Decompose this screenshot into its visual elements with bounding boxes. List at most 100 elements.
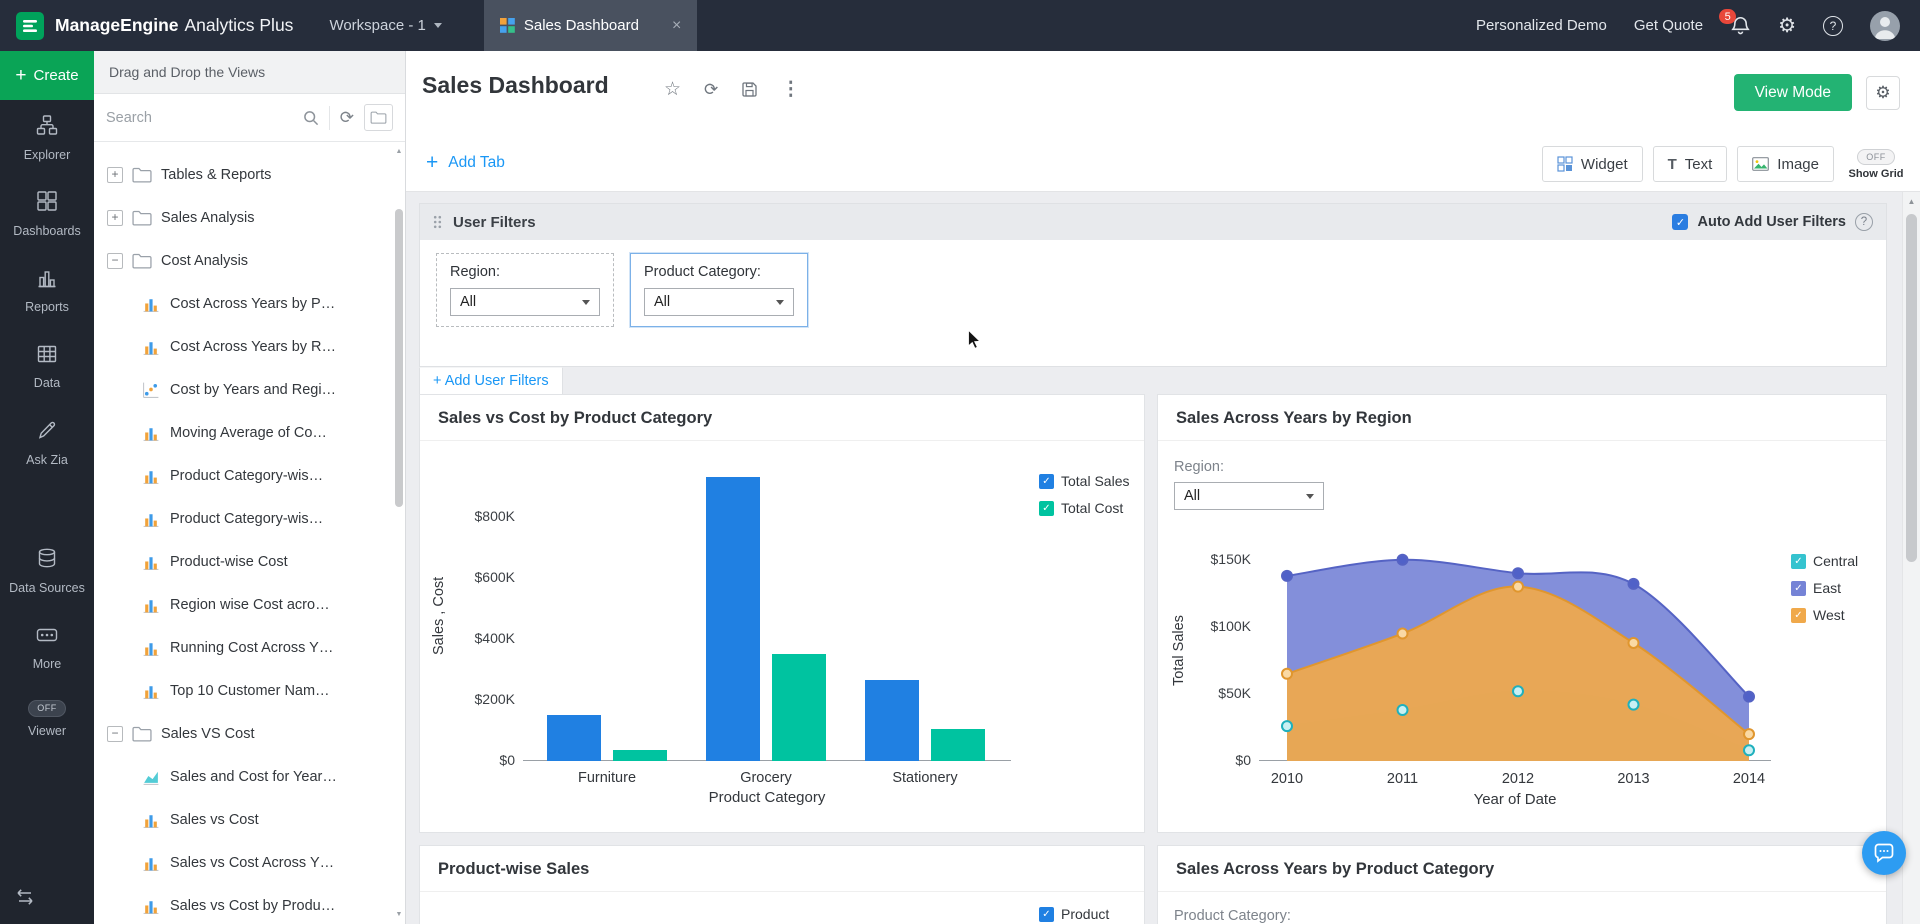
tree-report-sales-and-cost-for-year[interactable]: Sales and Cost for Year… [94,755,393,798]
bar-furniture-total-sales[interactable] [547,715,601,761]
text-button[interactable]: T Text [1652,146,1728,182]
user-filters-header[interactable]: User Filters ✓ Auto Add User Filters ? [419,203,1887,240]
marker-east-2013[interactable] [1627,577,1640,590]
main-scrollbar-thumb[interactable] [1906,214,1917,562]
tree-report-cost-by-years-and-regi[interactable]: Cost by Years and Regi… [94,368,393,411]
main-scrollbar[interactable]: ▲ [1902,192,1920,924]
marker-east-2011[interactable] [1396,553,1409,566]
bar-stationery-total-cost[interactable] [931,728,985,761]
tree-report-running-cost-across-y[interactable]: Running Cost Across Y… [94,626,393,669]
product-category-filter-select[interactable]: All [644,288,794,316]
area-series-west[interactable] [1287,586,1749,761]
tree-report-product-category-wis[interactable]: Product Category-wis… [94,497,393,540]
marker-central-2013[interactable] [1627,698,1640,711]
legend-checkbox[interactable]: ✓ [1039,473,1054,489]
tree-report-cost-across-years-by-p[interactable]: Cost Across Years by P… [94,282,393,325]
tree-report-product-wise-cost[interactable]: Product-wise Cost [94,540,393,583]
personalized-demo-link[interactable]: Personalized Demo [1475,17,1607,34]
marker-central-2010[interactable] [1281,720,1293,733]
tab-sales-dashboard[interactable]: Sales Dashboard × [483,0,698,51]
tree-report-sales-vs-cost[interactable]: Sales vs Cost [94,798,393,841]
expand-icon[interactable]: + [107,209,123,226]
tree-report-moving-average-of-co[interactable]: Moving Average of Co… [94,411,393,454]
tree-folder-cost-analysis[interactable]: − Cost Analysis [94,239,393,282]
legend-checkbox[interactable]: ✓ [1791,553,1806,569]
rail-item-viewer[interactable]: OFF Viewer [0,686,94,753]
refresh-views-icon[interactable]: ⟳ [339,107,354,127]
rail-item-explorer[interactable]: Explorer [0,100,94,176]
show-grid-toggle[interactable]: OFF Show Grid [1848,147,1904,180]
scroll-up-icon[interactable]: ▲ [1907,197,1916,206]
scroll-down-icon[interactable]: ▼ [395,911,403,918]
settings-gear-icon[interactable]: ⚙ [1778,15,1796,37]
region-chart-filter-select[interactable]: All [1174,482,1324,510]
rail-item-reports[interactable]: Reports [0,253,94,329]
add-user-filters-link[interactable]: + Add User Filters [419,367,563,396]
favorite-star-icon[interactable]: ☆ [664,79,682,100]
marker-west-2011[interactable] [1396,627,1409,640]
rail-item-more[interactable]: More [0,610,94,686]
marker-east-2014[interactable] [1743,690,1755,703]
user-filters-help-icon[interactable]: ? [1855,213,1873,231]
marker-east-2012[interactable] [1512,567,1524,580]
filter-region[interactable]: Region: All [436,253,614,327]
bar-grocery-total-cost[interactable] [772,654,826,761]
refresh-dashboard-icon[interactable]: ⟳ [704,79,719,99]
tree-report-sales-vs-cost-by-produ[interactable]: Sales vs Cost by Produ… [94,884,393,924]
tree-folder-tables-reports[interactable]: + Tables & Reports [94,153,393,196]
tree-report-sales-vs-cost-across-y[interactable]: Sales vs Cost Across Y… [94,841,393,884]
legend-item-total-sales[interactable]: ✓ Total Sales [1039,473,1129,489]
dashboard-settings-button[interactable]: ⚙ [1866,76,1900,110]
tree-report-top-10-customer-nam[interactable]: Top 10 Customer Nam… [94,669,393,712]
marker-central-2014[interactable] [1743,744,1755,757]
manageengine-logo[interactable] [16,11,44,40]
close-tab-icon[interactable]: × [671,16,682,34]
workspace-selector[interactable]: Workspace - 1 [329,17,442,34]
create-button[interactable]: + Create [0,51,94,100]
marker-central-2011[interactable] [1396,704,1409,717]
notifications-button[interactable]: 5 [1719,9,1751,36]
legend-checkbox[interactable]: ✓ [1039,906,1054,922]
scroll-up-icon[interactable]: ▲ [395,148,403,155]
bar-furniture-total-cost[interactable] [613,750,667,761]
legend-item-east[interactable]: ✓ East [1791,580,1858,596]
folder-view-button[interactable] [364,104,393,131]
sidebar-scrollbar-thumb[interactable] [395,209,403,507]
tree-report-region-wise-cost-acro[interactable]: Region wise Cost acro… [94,583,393,626]
legend-checkbox[interactable]: ✓ [1039,500,1054,516]
avatar[interactable] [1870,10,1900,41]
image-button[interactable]: Image [1737,146,1834,182]
collapse-icon[interactable]: − [107,725,123,742]
marker-west-2010[interactable] [1281,667,1293,680]
legend-item-total-cost[interactable]: ✓ Total Cost [1039,500,1129,516]
rail-item-ask-zia[interactable]: Ask Zia [0,405,94,481]
search-input[interactable] [106,109,293,126]
tree-folder-sales-vs-cost[interactable]: − Sales VS Cost [94,712,393,755]
marker-central-2012[interactable] [1512,685,1524,698]
viewer-toggle[interactable]: OFF [28,699,66,717]
support-chat-button[interactable] [1862,831,1906,875]
help-icon[interactable]: ? [1823,15,1843,36]
search-icon[interactable] [303,110,319,126]
get-quote-link[interactable]: Get Quote [1633,17,1704,34]
add-tab-button[interactable]: + Add Tab [426,152,505,173]
collapse-icon[interactable]: − [107,252,123,269]
legend-item-central[interactable]: ✓ Central [1791,553,1858,569]
tree-report-cost-across-years-by-r[interactable]: Cost Across Years by R… [94,325,393,368]
tree-report-product-category-wis[interactable]: Product Category-wis… [94,454,393,497]
bar-stationery-total-sales[interactable] [865,680,919,761]
legend-checkbox[interactable]: ✓ [1791,607,1806,623]
rail-item-data-sources[interactable]: Data Sources [0,533,94,609]
view-mode-button[interactable]: View Mode [1733,74,1852,111]
more-options-icon[interactable]: ⋮ [781,79,801,100]
show-grid-state[interactable]: OFF [1857,149,1895,165]
marker-east-2010[interactable] [1281,569,1293,582]
sidebar-scrollbar[interactable]: ▲ ▼ [394,147,404,920]
region-filter-select[interactable]: All [450,288,600,316]
rail-item-dashboards[interactable]: Dashboards [0,176,94,252]
legend-checkbox[interactable]: ✓ [1791,580,1806,596]
expand-icon[interactable]: + [107,166,123,183]
filter-product-category[interactable]: Product Category: All [630,253,808,327]
bar-grocery-total-sales[interactable] [706,477,760,761]
save-icon[interactable] [741,81,758,98]
